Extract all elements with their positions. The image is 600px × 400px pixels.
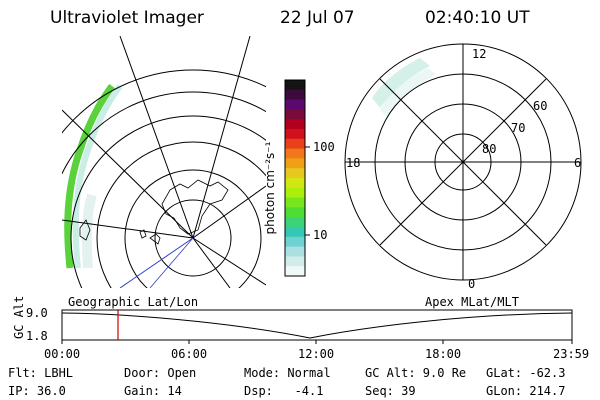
cbar-segment — [285, 89, 305, 101]
latitude-circles — [62, 69, 266, 288]
cbar-segment — [285, 187, 305, 199]
lat-label-70: 70 — [511, 121, 526, 135]
polar-diag-2 — [379, 78, 547, 246]
cbar-segment — [285, 80, 305, 91]
lat-label-80: 80 — [482, 142, 497, 156]
coastline — [79, 179, 229, 245]
timeline-xtick-3: 18:00 — [425, 347, 462, 361]
info-dsp: Dsp: -4.1 — [244, 384, 324, 398]
mlt-label-0: 0 — [468, 277, 476, 291]
cbar-segment — [285, 119, 305, 130]
terminator-line-2 — [149, 237, 194, 288]
timeline-xtick-0: 00:00 — [44, 347, 81, 361]
geographic-map — [62, 36, 266, 288]
cbar-segment — [285, 138, 305, 150]
instrument-title: Ultraviolet Imager — [50, 8, 204, 28]
altitude-timeline — [61, 309, 573, 344]
cbar-segment — [285, 236, 305, 248]
polar-panel-label: Apex MLat/MLT — [425, 295, 519, 309]
info-seq: Seq: 39 — [365, 384, 416, 398]
cbar-segment — [285, 227, 305, 238]
cbar-segment — [285, 266, 305, 277]
cbar-segment — [285, 256, 305, 267]
cbar-segment — [285, 168, 305, 179]
polar-plot — [344, 43, 582, 281]
mlt-label-6: 6 — [574, 156, 582, 170]
cbar-unit-label: photon cm⁻²s⁻¹ — [263, 141, 277, 235]
timeline-ylabel: GC Alt — [12, 295, 26, 339]
timeline-xtick-1: 06:00 — [171, 347, 208, 361]
mlt-label-18: 18 — [346, 156, 361, 170]
terminator-line — [119, 237, 194, 288]
aurora-faint — [81, 193, 97, 269]
aurora-arc — [64, 83, 115, 269]
cbar-frame — [284, 79, 306, 277]
info-mode: Mode: Normal — [244, 366, 331, 380]
mlt-label-12: 12 — [472, 47, 487, 61]
timeline-xtick-2: 12:00 — [298, 347, 335, 361]
timeline-xtick-4: 23:59 — [553, 347, 590, 361]
cbar-segment — [285, 129, 305, 140]
info-glon: GLon: 214.7 — [486, 384, 566, 398]
aurora-arc-halo — [72, 84, 123, 269]
cbar-segment — [285, 207, 305, 218]
cbar-segment — [285, 178, 305, 189]
cbar-segment — [285, 246, 305, 257]
timeline-frame — [61, 309, 573, 341]
info-flt: Flt: LBHL — [8, 366, 74, 380]
cbar-segment — [285, 109, 305, 120]
timeline-ytick-bottom: 1.8 — [26, 329, 48, 343]
meridian-lines — [62, 36, 266, 288]
info-gcalt: GC Alt: 9.0 Re — [365, 366, 467, 380]
cbar-segment — [285, 99, 305, 110]
info-glat: GLat: -62.3 — [486, 366, 566, 380]
altitude-curve — [61, 312, 573, 339]
color-scale-bar — [284, 79, 306, 277]
lat-label-60: 60 — [533, 99, 548, 113]
date-label: 22 Jul 07 — [280, 8, 355, 28]
info-ip: IP: 36.0 — [8, 384, 66, 398]
cbar-label-10: 10 — [313, 228, 328, 242]
cbar-segment — [285, 148, 305, 159]
cbar-label-100: 100 — [313, 140, 335, 154]
info-door: Door: Open — [124, 366, 197, 380]
timeline-x-ticks — [61, 340, 573, 344]
cbar-segment — [285, 197, 305, 208]
polar-aurora — [372, 58, 430, 108]
info-gain: Gain: 14 — [124, 384, 182, 398]
cbar-segment — [285, 217, 305, 228]
time-label: 02:40:10 UT — [425, 8, 530, 28]
timeline-ytick-top: 9.0 — [26, 306, 48, 320]
cbar-segment — [285, 158, 305, 169]
geo-panel-label: Geographic Lat/Lon — [68, 295, 199, 309]
